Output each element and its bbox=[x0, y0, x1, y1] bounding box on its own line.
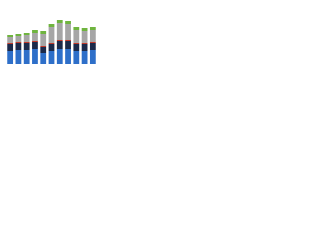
bar-segment bbox=[56, 23, 63, 40]
bar-segment bbox=[56, 49, 63, 64]
bar-segment bbox=[81, 31, 88, 43]
bar-segment bbox=[32, 49, 38, 64]
bar-segment bbox=[65, 40, 71, 41]
bar-segment bbox=[56, 40, 63, 41]
bar-segment bbox=[7, 51, 14, 64]
bar-segment bbox=[32, 41, 38, 42]
bar-segment bbox=[73, 43, 80, 44]
bar-segment bbox=[89, 50, 96, 64]
bar-segment bbox=[89, 43, 96, 50]
bar-segment bbox=[73, 30, 80, 43]
bar-segment bbox=[65, 21, 71, 24]
chart bbox=[7, 20, 96, 64]
bar-segment bbox=[65, 49, 71, 64]
bar-segment bbox=[15, 36, 22, 42]
bar-segment bbox=[73, 51, 80, 64]
bar-segment bbox=[56, 41, 63, 49]
bar-segment bbox=[81, 51, 88, 64]
bar-segment bbox=[81, 44, 88, 51]
bar-segment bbox=[48, 43, 55, 44]
bar-segment bbox=[32, 30, 38, 33]
bar-segment bbox=[73, 27, 80, 30]
bar-segment bbox=[65, 24, 71, 40]
bar-segment bbox=[7, 37, 14, 43]
bar-segment bbox=[65, 41, 71, 49]
bar-segment bbox=[7, 35, 14, 37]
bar-segment bbox=[15, 43, 22, 50]
bar-segment bbox=[40, 47, 47, 53]
bar-segment bbox=[40, 31, 47, 34]
bar-segment bbox=[81, 43, 88, 44]
bar-segment bbox=[81, 28, 88, 31]
bar-segment bbox=[23, 50, 30, 64]
bar-segment bbox=[48, 27, 55, 43]
bar-segment bbox=[23, 33, 30, 35]
bar-segment bbox=[89, 42, 96, 43]
bar-segment bbox=[7, 43, 14, 44]
bar-segment bbox=[23, 35, 30, 42]
bar-segment bbox=[15, 50, 22, 64]
bar-segment bbox=[40, 34, 47, 46]
bar-segment bbox=[40, 46, 47, 47]
bar-segment bbox=[40, 53, 47, 64]
bar-segment bbox=[48, 24, 55, 27]
bar-segment bbox=[48, 51, 55, 64]
bar-segment bbox=[15, 42, 22, 43]
bar-segment bbox=[32, 42, 38, 49]
bar-segment bbox=[73, 44, 80, 51]
bar-segment bbox=[7, 44, 14, 51]
bar-segment bbox=[48, 44, 55, 51]
bar-segment bbox=[89, 27, 96, 30]
bar-segment bbox=[23, 43, 30, 50]
bar-segment bbox=[32, 33, 38, 41]
bar-segment bbox=[15, 34, 22, 36]
bar-segment bbox=[23, 42, 30, 43]
bar-segment bbox=[56, 20, 63, 23]
bar-segment bbox=[89, 30, 96, 42]
